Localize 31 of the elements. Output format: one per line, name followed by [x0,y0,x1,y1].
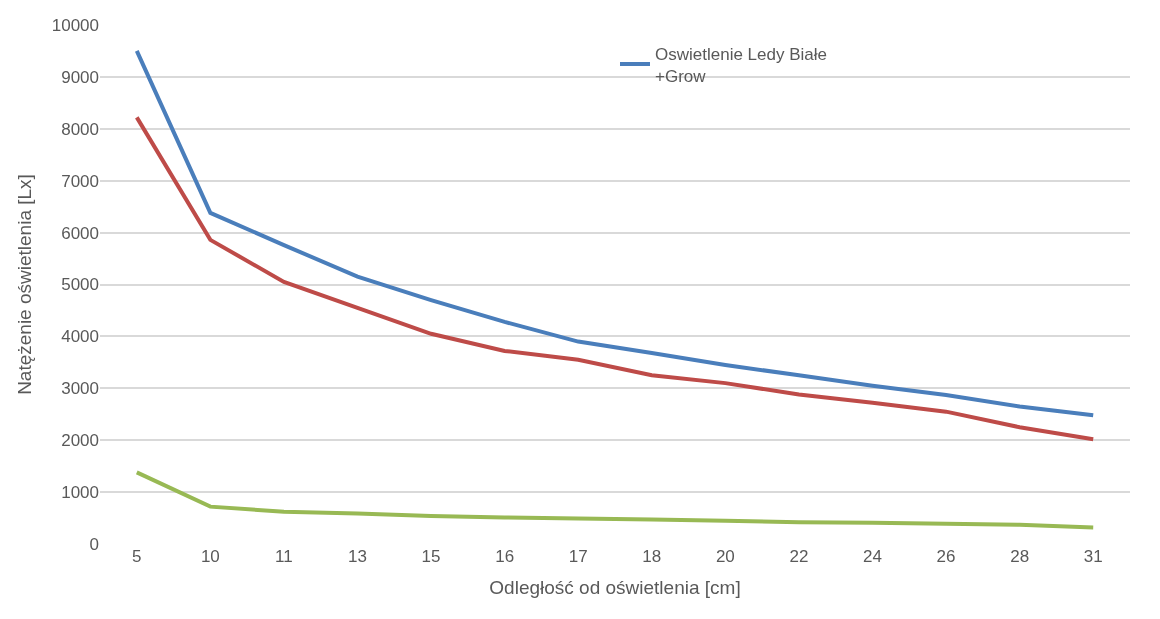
x-tick-label: 13 [348,547,367,566]
y-tick-label: 0 [89,534,99,554]
x-tick-label: 5 [132,547,142,566]
y-axis-title: Natężenie oświetlenia [Lx] [13,174,35,395]
y-tick-label: 9000 [61,67,99,87]
x-axis-title: Odległość od oświetlenia [cm] [489,576,741,598]
x-tick-label: 16 [495,547,515,566]
x-tick-label: 20 [715,547,735,566]
y-tick-label: 4000 [61,327,99,347]
x-tick-label: 24 [863,547,882,566]
x-tick-label: 26 [936,547,956,566]
legend-label: Oswietlenie Ledy Białe +Grow [655,44,827,86]
y-tick-label: 3000 [61,379,99,399]
y-tick-label: 7000 [61,171,99,191]
line-series [134,470,1096,530]
y-tick-label: 8000 [61,119,99,139]
y-tick-label: 10000 [51,15,99,35]
y-tick-label: 5000 [61,275,99,295]
x-tick-label: 11 [275,547,293,566]
x-tick-label: 18 [642,547,662,566]
x-tick-label: 10 [200,547,220,566]
x-tick-label: 22 [789,547,809,566]
y-tick-label: 1000 [61,483,99,503]
x-tick-label: 28 [1010,547,1030,566]
y-tick-label: 2000 [61,431,99,451]
line-series [134,48,1096,418]
x-tick-label: 17 [568,547,588,566]
line-series [134,115,1096,442]
y-tick-label: 6000 [61,223,99,243]
x-tick-label: 15 [421,547,441,566]
x-tick-label: 31 [1083,547,1103,566]
